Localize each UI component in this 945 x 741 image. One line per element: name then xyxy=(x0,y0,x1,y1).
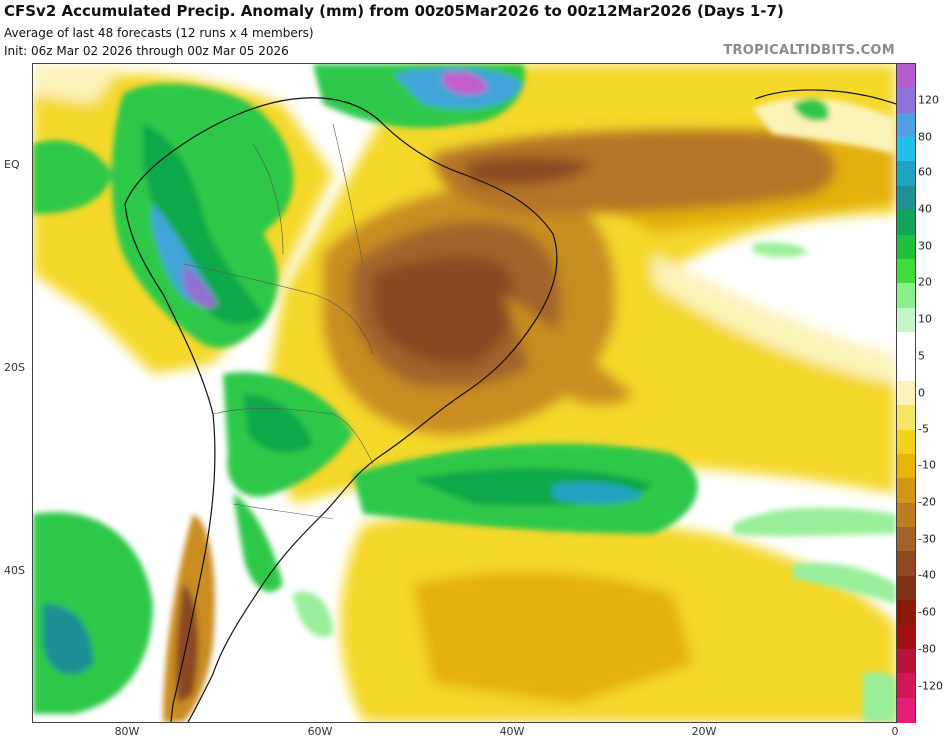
lat-label-20s: 20S xyxy=(4,361,25,374)
andes-purple-core xyxy=(183,264,218,309)
colorbar-label: -120 xyxy=(918,679,943,693)
colorbar-label: 30 xyxy=(918,239,932,253)
colorbar-block xyxy=(897,258,915,284)
colorbar-block xyxy=(897,137,915,163)
colorbar-label: -60 xyxy=(918,605,936,619)
colorbar-block xyxy=(897,356,915,382)
site-credit: TROPICALTIDBITS.COM xyxy=(723,43,895,58)
colorbar-label: -5 xyxy=(918,422,929,436)
lon-label-40w: 40W xyxy=(499,725,525,738)
colorbar-label: -30 xyxy=(918,532,936,546)
colorbar-block xyxy=(897,380,915,406)
colorbar-block xyxy=(897,429,915,455)
lon-label-60w: 60W xyxy=(307,725,333,738)
colorbar-label: 80 xyxy=(918,130,932,144)
colorbar-block xyxy=(897,527,915,552)
colorbar-label: 60 xyxy=(918,165,932,179)
colorbar-block xyxy=(897,575,915,601)
lat-label-eq: EQ xyxy=(4,158,20,171)
colorbar-block xyxy=(897,453,915,479)
init-time: Init: 06z Mar 02 2026 through 00z Mar 05… xyxy=(4,44,289,58)
south-atlantic-gold xyxy=(413,571,693,704)
lon-label-80w: 80W xyxy=(114,725,140,738)
anomaly-map xyxy=(32,63,897,723)
colorbar-block xyxy=(897,185,915,211)
colorbar-label: 40 xyxy=(918,202,932,216)
pacific-wet-patch xyxy=(33,140,113,214)
map-canvas xyxy=(33,64,896,722)
colorbar-label: -10 xyxy=(918,458,936,472)
pacific-pale-corner xyxy=(33,64,123,104)
colorbar-block xyxy=(897,697,915,723)
magenta-peak xyxy=(443,72,488,95)
colorbar-block xyxy=(897,600,915,626)
colorbar-block xyxy=(897,161,915,187)
colorbar-block xyxy=(897,648,915,674)
country-borders xyxy=(182,123,374,520)
colorbar-block xyxy=(897,502,915,528)
colorbar-block xyxy=(897,88,915,114)
wet-anomaly-regions xyxy=(33,64,896,722)
lon-label-0: 0 xyxy=(891,725,899,738)
lon-label-20w: 20W xyxy=(691,725,717,738)
colorbar-label: 120 xyxy=(918,93,939,107)
colorbar-label: -40 xyxy=(918,568,936,582)
colorbar-block xyxy=(897,234,915,260)
colorbar xyxy=(896,63,916,723)
lat-label-40s: 40S xyxy=(4,564,25,577)
colorbar-block xyxy=(897,210,915,236)
colorbar-label: -80 xyxy=(918,642,936,656)
colorbar-block xyxy=(897,478,915,504)
coastlines xyxy=(124,89,896,722)
colorbar-block xyxy=(897,405,915,431)
colorbar-block xyxy=(897,112,915,138)
colorbar-label: 20 xyxy=(918,275,932,289)
colorbar-block xyxy=(897,307,915,333)
chart-subtitle: Average of last 48 forecasts (12 runs x … xyxy=(4,26,314,40)
brazil-dry-core xyxy=(323,130,835,435)
colorbar-label: 0 xyxy=(918,386,925,400)
pale-streak xyxy=(653,254,896,384)
chart-title: CFSv2 Accumulated Precip. Anomaly (mm) f… xyxy=(4,2,784,20)
colorbar-label: 10 xyxy=(918,312,932,326)
colorbar-block xyxy=(897,624,915,650)
colorbar-block xyxy=(897,64,915,89)
colorbar-block xyxy=(897,551,915,577)
colorbar-label: -20 xyxy=(918,495,936,509)
colorbar-block xyxy=(897,283,915,309)
colorbar-block xyxy=(897,673,915,699)
colorbar-label: 5 xyxy=(918,349,925,363)
colorbar-block xyxy=(897,332,915,358)
